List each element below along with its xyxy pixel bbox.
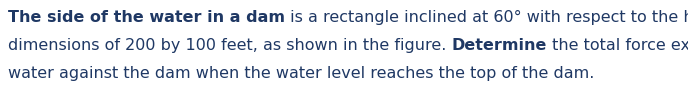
Text: water against the dam when the water level reaches the top of the dam.: water against the dam when the water lev…: [8, 66, 594, 81]
Text: Determine: Determine: [451, 38, 547, 53]
Text: The side of the water in a dam: The side of the water in a dam: [8, 10, 285, 25]
Text: the total force exerted by the: the total force exerted by the: [547, 38, 688, 53]
Text: is a rectangle inclined at 60° with respect to the horizontal, with: is a rectangle inclined at 60° with resp…: [285, 10, 688, 25]
Text: dimensions of 200 by 100 feet, as shown in the figure.: dimensions of 200 by 100 feet, as shown …: [8, 38, 451, 53]
